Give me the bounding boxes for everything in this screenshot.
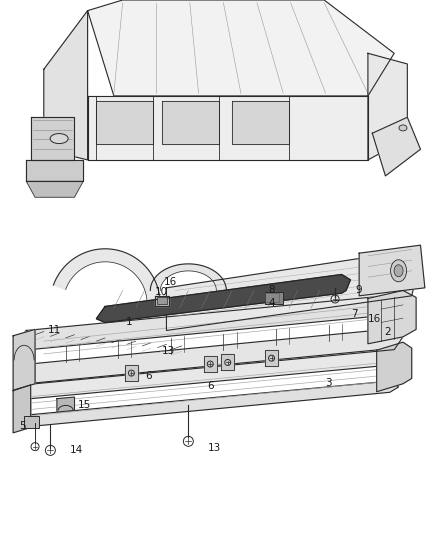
Text: 13: 13 xyxy=(208,443,221,453)
Polygon shape xyxy=(372,117,420,176)
Bar xyxy=(24,416,39,428)
Polygon shape xyxy=(377,342,412,392)
Bar xyxy=(265,293,279,302)
Polygon shape xyxy=(18,341,35,384)
Polygon shape xyxy=(31,117,74,160)
Polygon shape xyxy=(368,290,416,344)
Polygon shape xyxy=(204,356,217,372)
Polygon shape xyxy=(26,181,83,197)
Text: 11: 11 xyxy=(48,326,61,335)
Ellipse shape xyxy=(50,134,68,143)
Ellipse shape xyxy=(394,265,403,277)
Bar xyxy=(265,292,283,304)
Polygon shape xyxy=(96,274,350,322)
Text: 1: 1 xyxy=(126,318,133,327)
Text: 8: 8 xyxy=(268,286,275,295)
Polygon shape xyxy=(232,101,289,144)
Text: 13: 13 xyxy=(162,346,175,356)
Polygon shape xyxy=(18,296,403,349)
Text: 4: 4 xyxy=(268,298,275,308)
Text: 9: 9 xyxy=(356,286,363,295)
Ellipse shape xyxy=(399,125,407,131)
Bar xyxy=(157,297,167,304)
Ellipse shape xyxy=(391,260,406,282)
Text: 15: 15 xyxy=(78,400,91,410)
Polygon shape xyxy=(18,349,399,399)
Polygon shape xyxy=(18,329,403,384)
Polygon shape xyxy=(57,397,74,412)
Polygon shape xyxy=(385,296,403,336)
Polygon shape xyxy=(44,11,88,160)
Polygon shape xyxy=(265,350,278,366)
Polygon shape xyxy=(221,354,234,370)
Polygon shape xyxy=(155,296,169,306)
Polygon shape xyxy=(125,365,138,381)
Polygon shape xyxy=(26,160,83,181)
Text: 10: 10 xyxy=(155,287,168,297)
Polygon shape xyxy=(150,264,226,290)
Text: 16: 16 xyxy=(367,314,381,324)
Text: 14: 14 xyxy=(70,446,83,455)
Polygon shape xyxy=(359,245,425,296)
Text: 2: 2 xyxy=(384,327,391,336)
Polygon shape xyxy=(13,329,35,390)
Text: 3: 3 xyxy=(325,378,332,387)
Text: 16: 16 xyxy=(164,278,177,287)
Text: 5: 5 xyxy=(19,422,26,431)
Polygon shape xyxy=(368,53,407,160)
Polygon shape xyxy=(18,393,31,426)
Polygon shape xyxy=(88,0,394,96)
Polygon shape xyxy=(13,385,31,433)
Polygon shape xyxy=(88,96,368,160)
Polygon shape xyxy=(162,101,219,144)
Text: 6: 6 xyxy=(207,382,214,391)
Polygon shape xyxy=(53,249,160,300)
Polygon shape xyxy=(96,101,153,144)
Polygon shape xyxy=(166,251,420,330)
Polygon shape xyxy=(18,381,399,426)
Text: 6: 6 xyxy=(145,371,152,381)
Text: 7: 7 xyxy=(351,310,358,319)
